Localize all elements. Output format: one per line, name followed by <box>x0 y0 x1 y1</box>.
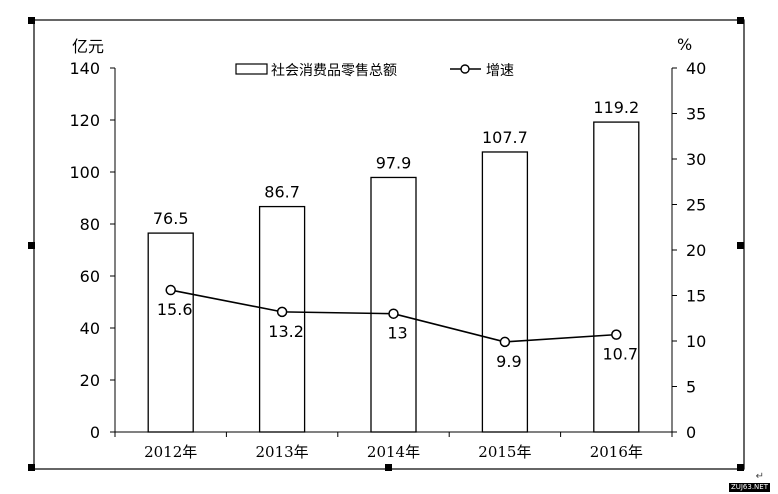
left-tick-label: 120 <box>69 111 100 130</box>
right-tick-label: 35 <box>686 105 706 124</box>
site-watermark: ZUJ63.NET <box>728 483 770 492</box>
left-tick-label: 80 <box>80 215 100 234</box>
growth-point <box>611 329 622 340</box>
x-category-label: 2016年 <box>590 443 643 461</box>
right-tick-label: 20 <box>686 241 706 260</box>
bar-value-label: 119.2 <box>593 98 639 117</box>
resize-handle-middle-right[interactable] <box>737 242 744 249</box>
growth-value-label: 13.2 <box>268 322 304 341</box>
growth-point <box>165 284 176 296</box>
bar <box>258 205 306 433</box>
growth-value-label: 13 <box>387 324 407 343</box>
growth-point <box>276 306 288 318</box>
left-axis-unit-label: 亿元 <box>72 37 104 56</box>
resize-handle-top-left[interactable] <box>28 17 35 24</box>
x-category-label: 2013年 <box>256 443 309 461</box>
left-tick-label: 40 <box>80 319 100 338</box>
legend-bar-label: 社会消费品零售总额 <box>271 63 397 79</box>
right-axis-unit-label: % <box>677 35 692 54</box>
bar-value-label: 97.9 <box>376 153 412 172</box>
right-tick-label: 10 <box>686 332 706 351</box>
paragraph-return-mark: ↵ <box>755 471 764 482</box>
legend-bar-swatch <box>235 63 268 75</box>
growth-point <box>388 308 399 319</box>
bar <box>147 232 194 433</box>
right-tick-label: 5 <box>686 378 696 397</box>
left-tick-label: 60 <box>80 267 100 286</box>
resize-handle-top-right[interactable] <box>737 17 744 24</box>
bar-value-label: 76.5 <box>153 209 189 228</box>
growth-value-label: 10.7 <box>602 345 638 364</box>
resize-handle-bottom-right[interactable] <box>737 464 744 471</box>
resize-handle-bottom-center[interactable] <box>385 464 392 471</box>
right-tick-label: 15 <box>686 287 706 306</box>
resize-handle-middle-left[interactable] <box>28 242 35 249</box>
right-tick-label: 40 <box>686 59 706 78</box>
bar <box>593 121 640 433</box>
growth-value-label: 15.6 <box>157 300 193 319</box>
x-category-label: 2015年 <box>478 443 531 461</box>
bar <box>481 151 529 433</box>
left-tick-label: 0 <box>90 423 100 442</box>
left-tick-label: 140 <box>69 59 100 78</box>
bar-value-label: 107.7 <box>482 128 528 147</box>
x-category-label: 2012年 <box>144 443 197 461</box>
growth-point <box>499 336 511 348</box>
left-tick-label: 20 <box>80 371 100 390</box>
right-tick-label: 30 <box>686 150 706 169</box>
legend-line-marker <box>460 64 470 74</box>
left-tick-label: 100 <box>69 163 100 182</box>
x-category-label: 2014年 <box>367 443 420 461</box>
bar-value-label: 86.7 <box>264 183 300 202</box>
bar <box>370 176 417 433</box>
right-tick-label: 25 <box>686 196 706 215</box>
growth-value-label: 9.9 <box>496 352 521 371</box>
legend-line-label: 增速 <box>486 63 514 79</box>
resize-handle-bottom-left[interactable] <box>28 464 35 471</box>
right-tick-label: 0 <box>686 423 696 442</box>
